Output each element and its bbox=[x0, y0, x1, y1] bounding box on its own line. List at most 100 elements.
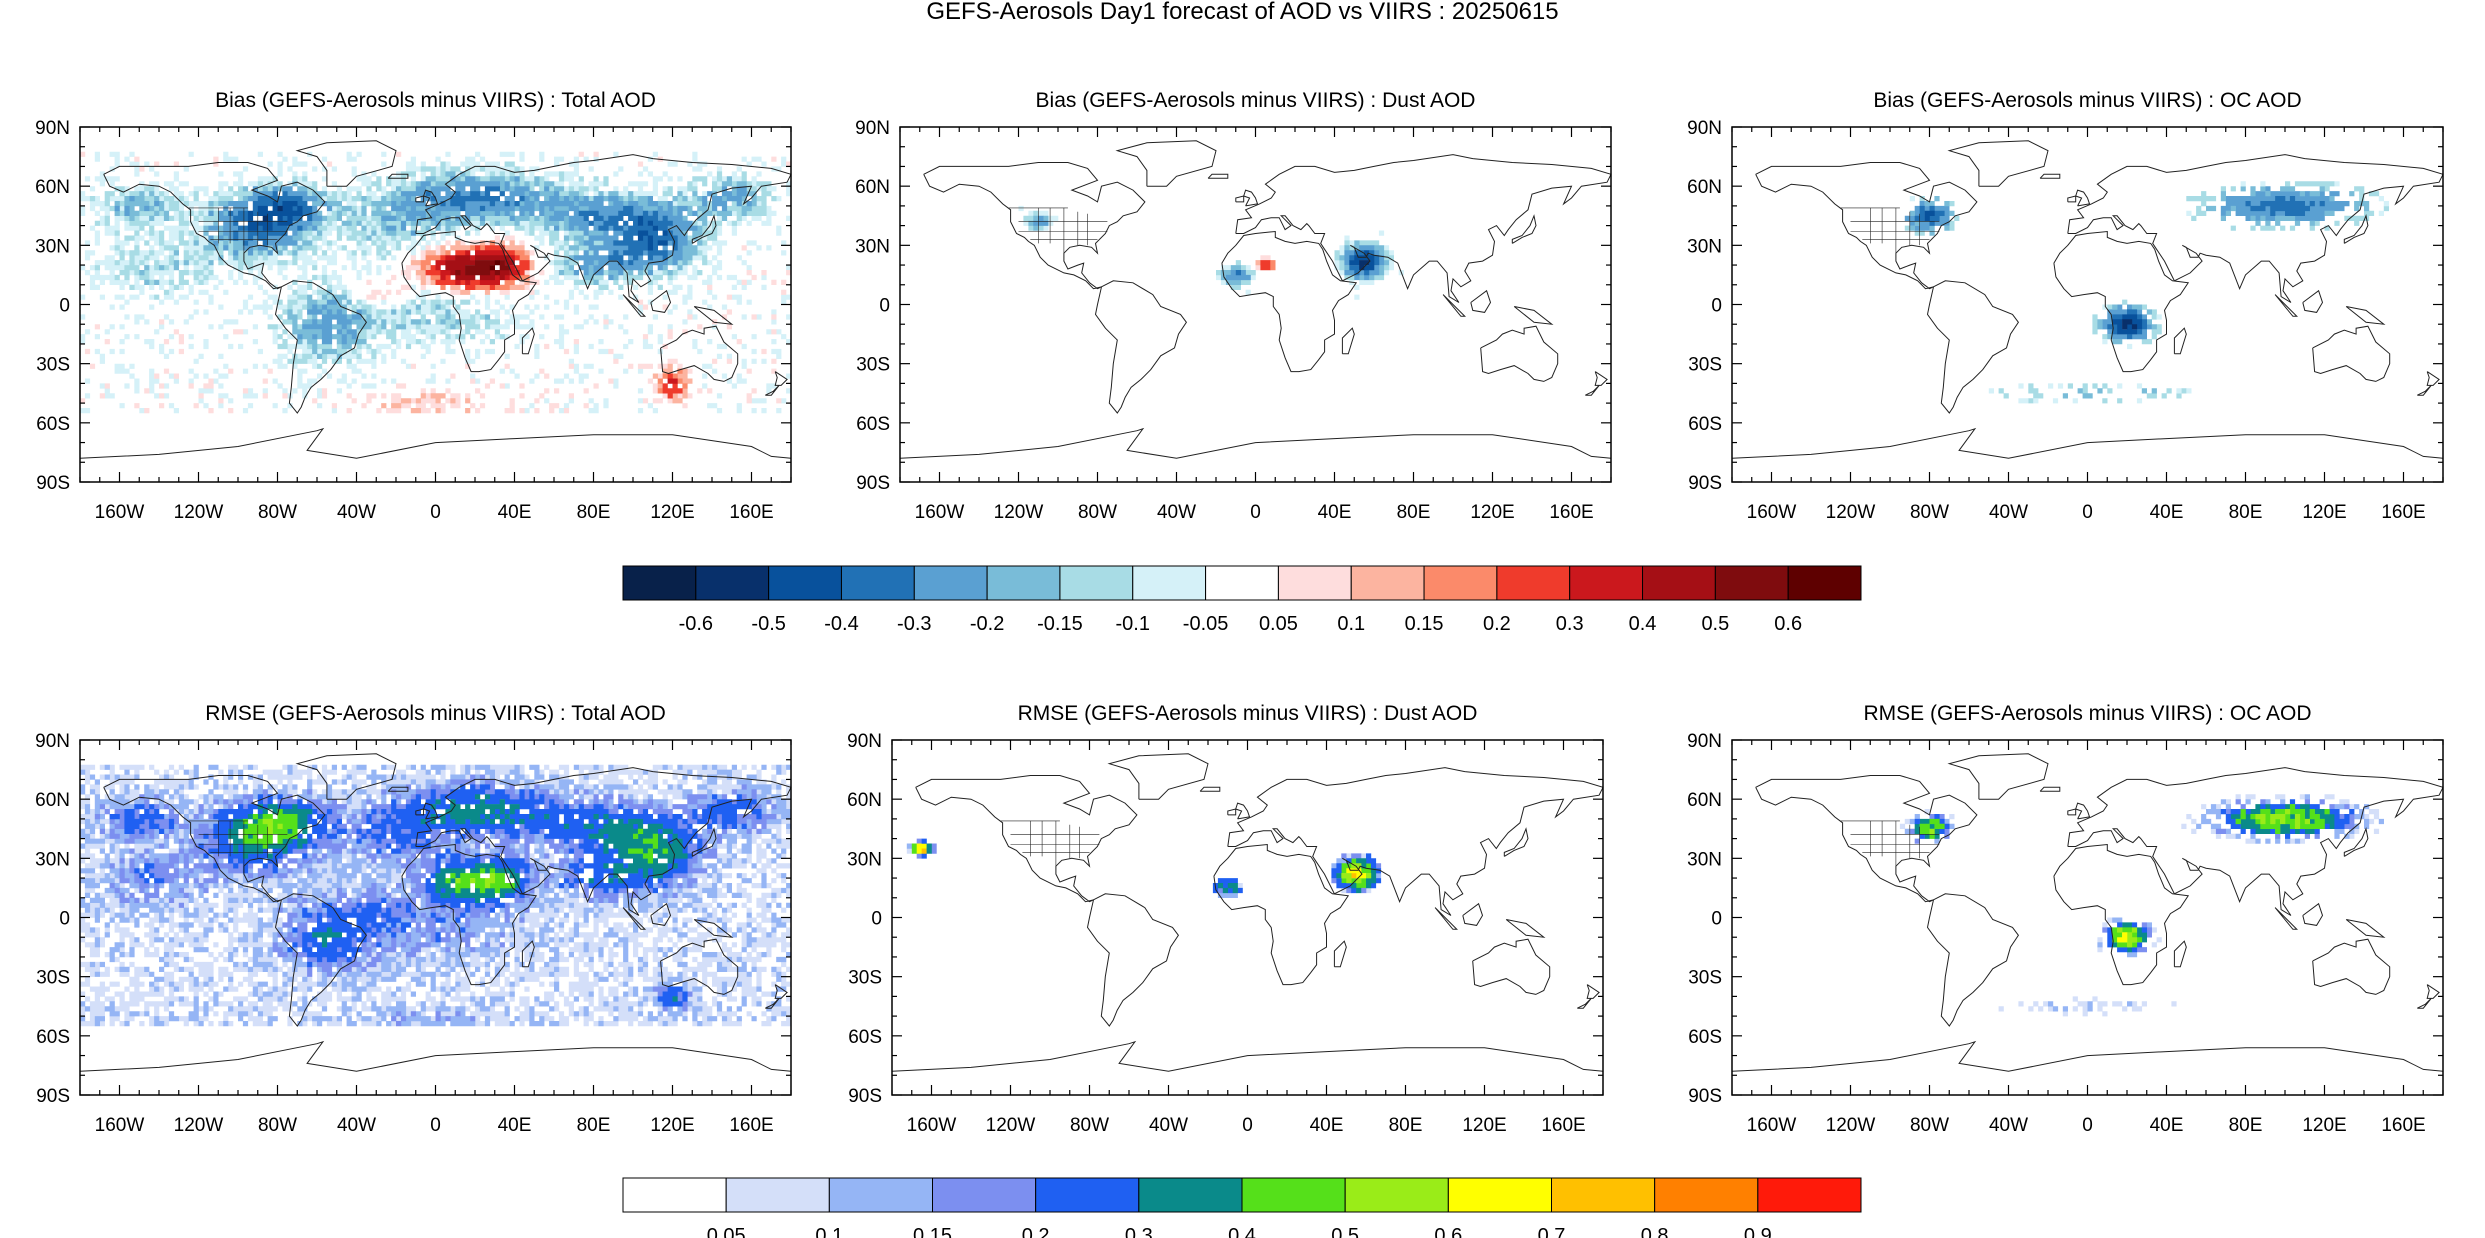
colorbar-label: 0.3 bbox=[1125, 1225, 1153, 1238]
lat-tick-label: 90N bbox=[35, 731, 70, 752]
colorbar-label: 0.5 bbox=[1331, 1225, 1359, 1238]
coastlines bbox=[899, 140, 1612, 459]
colorbar-swatch bbox=[1714, 565, 1789, 601]
lat-tick-label: 30N bbox=[35, 236, 70, 257]
lon-tick-label: 40W bbox=[1157, 502, 1196, 523]
colorbar-swatch bbox=[768, 565, 842, 601]
lat-tick-label: 60N bbox=[35, 177, 70, 198]
colorbar-label: 0.6 bbox=[1434, 1225, 1462, 1238]
lat-tick-label: 60S bbox=[36, 414, 70, 435]
colorbar-swatch bbox=[1654, 1177, 1759, 1213]
colorbar-swatch bbox=[1205, 565, 1279, 601]
lon-tick-label: 160E bbox=[2381, 502, 2425, 523]
colorbar-label: 0.3 bbox=[1556, 613, 1584, 635]
lon-tick-label: 160E bbox=[729, 502, 773, 523]
lon-tick-label: 120E bbox=[1462, 1115, 1506, 1136]
bias-colorbar: -0.6 -0.5 -0.4 -0.3 -0.2 -0.15 -0.1 -0.05 0.05 0.… bbox=[622, 565, 1862, 635]
colorbar-swatch bbox=[725, 1177, 830, 1213]
lon-tick-label: 40E bbox=[2150, 1115, 2184, 1136]
panel-title: RMSE (GEFS-Aerosols minus VIIRS) : Total… bbox=[205, 702, 666, 725]
lon-tick-label: 80E bbox=[577, 502, 611, 523]
lon-tick-label: 40W bbox=[337, 1115, 376, 1136]
colorbar-swatch bbox=[1757, 1177, 1862, 1213]
lat-tick-label: 60S bbox=[1688, 414, 1722, 435]
aod-field-cells bbox=[906, 838, 1382, 898]
lat-tick-label: 90S bbox=[856, 473, 890, 494]
lon-tick-label: 120W bbox=[986, 1115, 1036, 1136]
lat-tick-label: 60S bbox=[856, 414, 890, 435]
colorbar-label: 0.05 bbox=[707, 1225, 746, 1238]
lat-tick-label: 30S bbox=[1688, 968, 1722, 989]
lon-tick-label: 0 bbox=[2082, 502, 2093, 523]
colorbar-label: 0.8 bbox=[1641, 1225, 1669, 1238]
axis-ticks bbox=[1731, 739, 2444, 1096]
colorbar-swatch bbox=[1350, 565, 1425, 601]
lat-tick-label: 60N bbox=[1687, 177, 1722, 198]
aod-field-cells bbox=[1904, 181, 2389, 404]
colorbar-label: 0.9 bbox=[1744, 1225, 1772, 1238]
lat-tick-label: 30N bbox=[1687, 236, 1722, 257]
lat-tick-label: 30N bbox=[35, 849, 70, 870]
lon-tick-label: 40E bbox=[1318, 502, 1352, 523]
colorbar-swatch bbox=[622, 565, 697, 601]
lon-tick-label: 120W bbox=[174, 502, 224, 523]
lat-tick-label: 60N bbox=[1687, 790, 1722, 811]
colorbar-label: -0.1 bbox=[1116, 613, 1150, 635]
aod-field-cells bbox=[1018, 205, 1404, 300]
lon-tick-label: 0 bbox=[1242, 1115, 1253, 1136]
colorbar-label: 0.1 bbox=[1337, 613, 1365, 635]
lat-tick-label: 30S bbox=[856, 355, 890, 376]
colorbar-swatch bbox=[828, 1177, 933, 1213]
aod-field-cells bbox=[1899, 794, 2384, 1017]
lon-tick-label: 80E bbox=[2229, 1115, 2263, 1136]
colorbar-swatch bbox=[932, 1177, 1037, 1213]
lon-tick-label: 40E bbox=[498, 1115, 532, 1136]
lat-tick-label: 30S bbox=[36, 355, 70, 376]
colorbar-label: 0.6 bbox=[1774, 613, 1802, 635]
lat-tick-label: 90N bbox=[1687, 118, 1722, 139]
colorbar-swatch bbox=[986, 565, 1061, 601]
coastlines bbox=[79, 140, 792, 459]
lon-tick-label: 40W bbox=[1989, 502, 2028, 523]
lon-tick-label: 160W bbox=[1747, 502, 1797, 523]
lon-tick-label: 80E bbox=[1397, 502, 1431, 523]
coastlines bbox=[79, 753, 792, 1072]
coastlines bbox=[891, 753, 1604, 1072]
colorbar-swatch bbox=[1447, 1177, 1553, 1213]
colorbar-label: 0.05 bbox=[1259, 613, 1298, 635]
lon-tick-label: 80W bbox=[1078, 502, 1117, 523]
colorbar-swatch bbox=[913, 565, 988, 601]
lat-tick-label: 90S bbox=[1688, 1086, 1722, 1107]
lat-tick-label: 60N bbox=[847, 790, 882, 811]
axis-ticks bbox=[891, 739, 1604, 1096]
map-panel-bias-total: Bias (GEFS-Aerosols minus VIIRS) : Total… bbox=[35, 89, 792, 523]
colorbar-label: -0.4 bbox=[824, 613, 858, 635]
colorbar-swatch bbox=[1642, 565, 1716, 601]
lat-tick-label: 30S bbox=[848, 968, 882, 989]
lon-tick-label: 120W bbox=[1826, 1115, 1876, 1136]
lat-tick-label: 90N bbox=[855, 118, 890, 139]
colorbar-label: 0.2 bbox=[1483, 613, 1511, 635]
lat-tick-label: 90S bbox=[1688, 473, 1722, 494]
lat-tick-label: 90S bbox=[36, 473, 70, 494]
lon-tick-label: 120E bbox=[2302, 502, 2346, 523]
aod-field-cells bbox=[80, 764, 792, 1027]
lon-tick-label: 160E bbox=[2381, 1115, 2425, 1136]
map-panel-rmse-dust: RMSE (GEFS-Aerosols minus VIIRS) : Dust … bbox=[847, 702, 1604, 1136]
lon-tick-label: 0 bbox=[430, 502, 441, 523]
lat-tick-label: 30N bbox=[855, 236, 890, 257]
lon-tick-label: 40W bbox=[1989, 1115, 2028, 1136]
colorbar-label: -0.05 bbox=[1183, 613, 1229, 635]
colorbar-label: 0.4 bbox=[1228, 1225, 1256, 1238]
lat-tick-label: 60S bbox=[36, 1027, 70, 1048]
colorbar-swatch bbox=[840, 565, 915, 601]
colorbar-label: 0.5 bbox=[1701, 613, 1729, 635]
colorbar-swatch bbox=[1496, 565, 1571, 601]
lat-tick-label: 60S bbox=[848, 1027, 882, 1048]
rmse-colorbar: 0.05 0.1 0.15 0.2 0.3 0.4 0.5 0.6 0.7 0.8 0.9 bbox=[622, 1177, 1862, 1238]
lat-tick-label: 0 bbox=[1711, 909, 1722, 930]
colorbar-label: -0.5 bbox=[751, 613, 785, 635]
colorbar-swatch bbox=[1569, 565, 1644, 601]
lat-tick-label: 30S bbox=[36, 968, 70, 989]
